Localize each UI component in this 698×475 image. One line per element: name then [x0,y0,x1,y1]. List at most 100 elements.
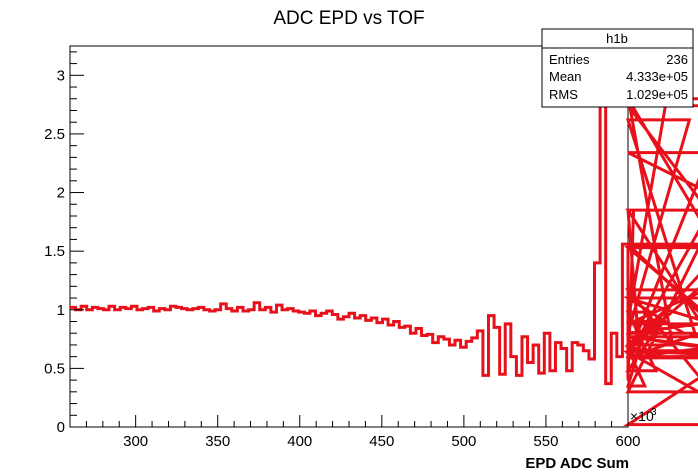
histogram-bin [81,306,87,427]
histogram-bin [243,311,249,427]
histogram-bin [394,321,400,427]
histogram-bin [254,303,260,427]
histogram-bin [148,307,154,427]
histogram-bin [539,373,545,427]
histogram-bin [288,309,294,427]
histogram-bin [265,307,271,427]
histogram-bin [271,312,277,427]
histogram-bin [98,309,104,427]
stats-rms-value: 1.029e+05 [626,87,688,102]
histogram-bin [483,375,489,427]
chart-title: ADC EPD vs TOF [273,8,424,29]
x-tick-label: 300 [123,433,148,450]
histogram-bin [182,309,188,427]
histogram-bin [550,371,556,427]
histogram-bin [204,310,210,427]
histogram-outline [70,94,698,427]
histogram-bin [137,310,143,427]
histogram-bin [226,309,232,427]
histogram-bin [237,307,243,427]
x-exponent-base: ×10 [630,408,654,424]
histogram-bin [343,317,349,427]
histogram-bin [304,313,310,427]
histogram-bin [70,307,76,427]
histogram-bin [187,310,193,427]
x-tick-label: 400 [287,433,312,450]
histogram-bin [355,318,361,427]
x-tick-label: 450 [369,433,394,450]
histogram-bin [589,359,595,427]
histogram-bin [276,305,282,427]
x-axis: 300 350 400 450 500 550 600 [69,415,641,450]
histogram-bin [109,306,115,427]
histogram-bin [410,333,416,427]
x-axis-title: EPD ADC Sum [525,455,629,472]
histogram-bin [500,374,506,427]
y-tick-label: 1 [57,302,65,319]
stats-mean-label: Mean [549,69,582,84]
stats-box-title: h1b [606,31,628,46]
histogram-bin [416,329,422,427]
histogram-bin [260,310,266,427]
histogram-bin [444,339,450,427]
histogram-bin [143,309,149,427]
histogram-bin [165,310,171,427]
histogram-bin [371,318,377,427]
histogram-bin [449,345,455,427]
stats-entries-value: 236 [666,52,688,67]
histogram-bin [316,316,322,427]
histogram-bin [193,309,199,427]
stats-rms-label: RMS [549,87,578,102]
histogram-bin [120,307,126,427]
histogram-bin [327,311,333,427]
plot-area: 300 350 400 450 500 550 600 0 0.5 1 1.5 2 2.5 3 [44,45,698,450]
histogram-bars [70,106,628,427]
y-tick-label: 2 [57,185,65,202]
histogram-bin [338,319,344,427]
y-tick-label: 0 [57,419,65,436]
histogram-bin [293,311,299,427]
y-axis: 0 0.5 1 1.5 2 2.5 3 [44,51,84,436]
histogram-bin [232,311,238,427]
x-exponent-power: 3 [651,407,657,418]
histogram-bin [388,325,394,427]
y-tick-label: 1.5 [44,243,65,260]
histogram-bin [299,312,305,427]
histogram-bin [103,310,109,427]
histogram-bin [221,304,227,427]
histogram-bin [617,357,623,427]
stats-mean-value: 4.333e+05 [626,69,688,84]
histogram-bin [310,311,316,427]
histogram-bin [578,345,584,427]
histogram-bin [472,338,478,427]
x-tick-label: 600 [615,433,640,450]
histogram-bin [126,309,132,427]
histogram-bin [159,309,165,427]
histogram-bin [198,307,204,427]
y-tick-label: 3 [57,67,65,84]
histogram-bin [606,384,612,427]
histogram-bin [438,337,444,427]
x-exponent-label: ×10 3 [630,407,657,424]
histogram-bin [516,375,522,427]
x-tick-label: 500 [451,433,476,450]
histogram-bin [433,343,439,427]
stats-entries-label: Entries [549,52,590,67]
histogram-bin [366,320,372,427]
histogram-bin [422,336,428,427]
histogram-bin [176,307,182,427]
histogram-bin [583,351,589,427]
histogram-bin [154,311,160,427]
histogram-bin [131,306,137,427]
histogram-bin [377,323,383,427]
histogram-bin [466,341,472,427]
histogram-bin [92,307,98,427]
histogram-bin [399,327,405,427]
histogram-bin [249,310,255,427]
histogram-bin [215,310,221,427]
histogram-bin [427,334,433,427]
histogram-bin [87,310,93,427]
y-tick-label: 2.5 [44,126,65,143]
histogram-bin [528,363,534,427]
